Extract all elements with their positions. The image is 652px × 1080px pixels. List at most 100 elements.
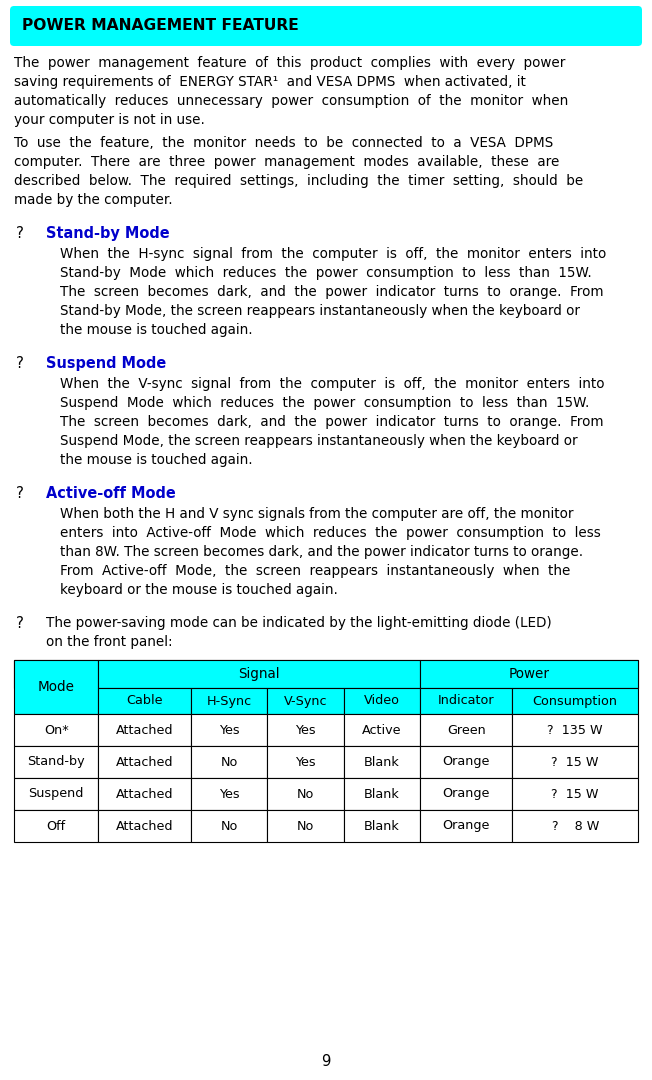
Text: ?  15 W: ? 15 W xyxy=(552,756,599,769)
Bar xyxy=(98,746,191,778)
Text: Stand-by Mode: Stand-by Mode xyxy=(46,226,170,241)
Text: described  below.  The  required  settings,  including  the  timer  setting,  sh: described below. The required settings, … xyxy=(14,174,584,188)
Text: Attached: Attached xyxy=(116,724,173,737)
Text: Blank: Blank xyxy=(364,820,400,833)
Text: Orange: Orange xyxy=(443,787,490,800)
Text: automatically  reduces  unnecessary  power  consumption  of  the  monitor  when: automatically reduces unnecessary power … xyxy=(14,94,569,108)
Text: keyboard or the mouse is touched again.: keyboard or the mouse is touched again. xyxy=(60,583,338,597)
Text: ?: ? xyxy=(16,226,24,241)
Bar xyxy=(14,810,98,842)
Text: Consumption: Consumption xyxy=(533,694,617,707)
Bar xyxy=(267,746,344,778)
Bar xyxy=(98,688,191,714)
Text: Yes: Yes xyxy=(295,724,316,737)
Bar xyxy=(420,746,512,778)
Text: To  use  the  feature,  the  monitor  needs  to  be  connected  to  a  VESA  DPM: To use the feature, the monitor needs to… xyxy=(14,136,554,150)
Text: ?: ? xyxy=(16,616,24,631)
Text: Blank: Blank xyxy=(364,787,400,800)
Bar xyxy=(267,778,344,810)
Text: V-Sync: V-Sync xyxy=(284,694,327,707)
Text: ?  135 W: ? 135 W xyxy=(548,724,603,737)
Bar xyxy=(420,778,512,810)
Text: ?    8 W: ? 8 W xyxy=(552,820,599,833)
Bar xyxy=(344,778,420,810)
Bar xyxy=(344,746,420,778)
Text: The  screen  becomes  dark,  and  the  power  indicator  turns  to  orange.  Fro: The screen becomes dark, and the power i… xyxy=(60,285,604,299)
Text: When  the  H-sync  signal  from  the  computer  is  off,  the  monitor  enters  : When the H-sync signal from the computer… xyxy=(60,247,606,261)
Text: The  screen  becomes  dark,  and  the  power  indicator  turns  to  orange.  Fro: The screen becomes dark, and the power i… xyxy=(60,415,604,429)
Text: Attached: Attached xyxy=(116,787,173,800)
Bar xyxy=(191,746,267,778)
Text: Off: Off xyxy=(47,820,66,833)
Text: Attached: Attached xyxy=(116,820,173,833)
Bar xyxy=(512,778,638,810)
Text: Suspend Mode: Suspend Mode xyxy=(46,356,166,372)
Text: 9: 9 xyxy=(321,1054,331,1069)
Text: Mode: Mode xyxy=(38,680,75,694)
Text: Blank: Blank xyxy=(364,756,400,769)
Bar xyxy=(14,660,98,714)
Text: computer.  There  are  three  power  management  modes  available,  these  are: computer. There are three power manageme… xyxy=(14,156,559,168)
Text: The power-saving mode can be indicated by the light-emitting diode (LED): The power-saving mode can be indicated b… xyxy=(46,616,552,630)
Text: No: No xyxy=(220,820,238,833)
Text: ?  15 W: ? 15 W xyxy=(552,787,599,800)
Text: ?: ? xyxy=(16,356,24,372)
Text: Orange: Orange xyxy=(443,820,490,833)
Bar xyxy=(344,714,420,746)
Text: Suspend: Suspend xyxy=(29,787,84,800)
Bar xyxy=(420,688,512,714)
Bar xyxy=(267,810,344,842)
Bar xyxy=(14,778,98,810)
Text: Indicator: Indicator xyxy=(438,694,494,707)
Bar xyxy=(344,810,420,842)
Bar xyxy=(14,746,98,778)
Text: Attached: Attached xyxy=(116,756,173,769)
Text: Yes: Yes xyxy=(295,756,316,769)
Text: saving requirements of  ENERGY STAR¹  and VESA DPMS  when activated, it: saving requirements of ENERGY STAR¹ and … xyxy=(14,75,526,89)
Bar xyxy=(512,746,638,778)
Text: on the front panel:: on the front panel: xyxy=(46,635,173,649)
Text: Signal: Signal xyxy=(239,667,280,681)
Text: Video: Video xyxy=(364,694,400,707)
Text: When  the  V-sync  signal  from  the  computer  is  off,  the  monitor  enters  : When the V-sync signal from the computer… xyxy=(60,377,604,391)
Text: the mouse is touched again.: the mouse is touched again. xyxy=(60,323,252,337)
Text: enters  into  Active-off  Mode  which  reduces  the  power  consumption  to  les: enters into Active-off Mode which reduce… xyxy=(60,526,600,540)
Bar xyxy=(267,688,344,714)
Bar xyxy=(14,714,98,746)
Text: The  power  management  feature  of  this  product  complies  with  every  power: The power management feature of this pro… xyxy=(14,56,565,70)
Text: than 8W. The screen becomes dark, and the power indicator turns to orange.: than 8W. The screen becomes dark, and th… xyxy=(60,545,583,559)
Bar xyxy=(191,810,267,842)
Bar xyxy=(191,778,267,810)
Text: No: No xyxy=(297,820,314,833)
Text: ?: ? xyxy=(16,486,24,501)
Text: Suspend  Mode  which  reduces  the  power  consumption  to  less  than  15W.: Suspend Mode which reduces the power con… xyxy=(60,396,589,410)
Text: Cable: Cable xyxy=(126,694,163,707)
Text: Green: Green xyxy=(447,724,486,737)
Bar xyxy=(512,688,638,714)
Bar xyxy=(420,714,512,746)
Text: POWER MANAGEMENT FEATURE: POWER MANAGEMENT FEATURE xyxy=(22,18,299,33)
Text: Active-off Mode: Active-off Mode xyxy=(46,486,176,501)
Text: Stand-by  Mode  which  reduces  the  power  consumption  to  less  than  15W.: Stand-by Mode which reduces the power co… xyxy=(60,266,592,280)
FancyBboxPatch shape xyxy=(10,6,642,46)
Text: Yes: Yes xyxy=(219,724,239,737)
Text: Power: Power xyxy=(509,667,550,681)
Text: Active: Active xyxy=(362,724,402,737)
Text: Yes: Yes xyxy=(219,787,239,800)
Text: made by the computer.: made by the computer. xyxy=(14,193,173,207)
Text: Orange: Orange xyxy=(443,756,490,769)
Bar xyxy=(98,810,191,842)
Text: On*: On* xyxy=(44,724,68,737)
Bar xyxy=(420,660,638,688)
Text: your computer is not in use.: your computer is not in use. xyxy=(14,113,205,127)
Text: Stand-by: Stand-by xyxy=(27,756,85,769)
Bar xyxy=(420,810,512,842)
Bar xyxy=(98,660,420,688)
Bar xyxy=(98,714,191,746)
Bar xyxy=(512,714,638,746)
Text: Suspend Mode, the screen reappears instantaneously when the keyboard or: Suspend Mode, the screen reappears insta… xyxy=(60,434,578,448)
Text: No: No xyxy=(220,756,238,769)
Text: When both the H and V sync signals from the computer are off, the monitor: When both the H and V sync signals from … xyxy=(60,507,574,521)
Bar xyxy=(191,714,267,746)
Text: From  Active-off  Mode,  the  screen  reappears  instantaneously  when  the: From Active-off Mode, the screen reappea… xyxy=(60,564,570,578)
